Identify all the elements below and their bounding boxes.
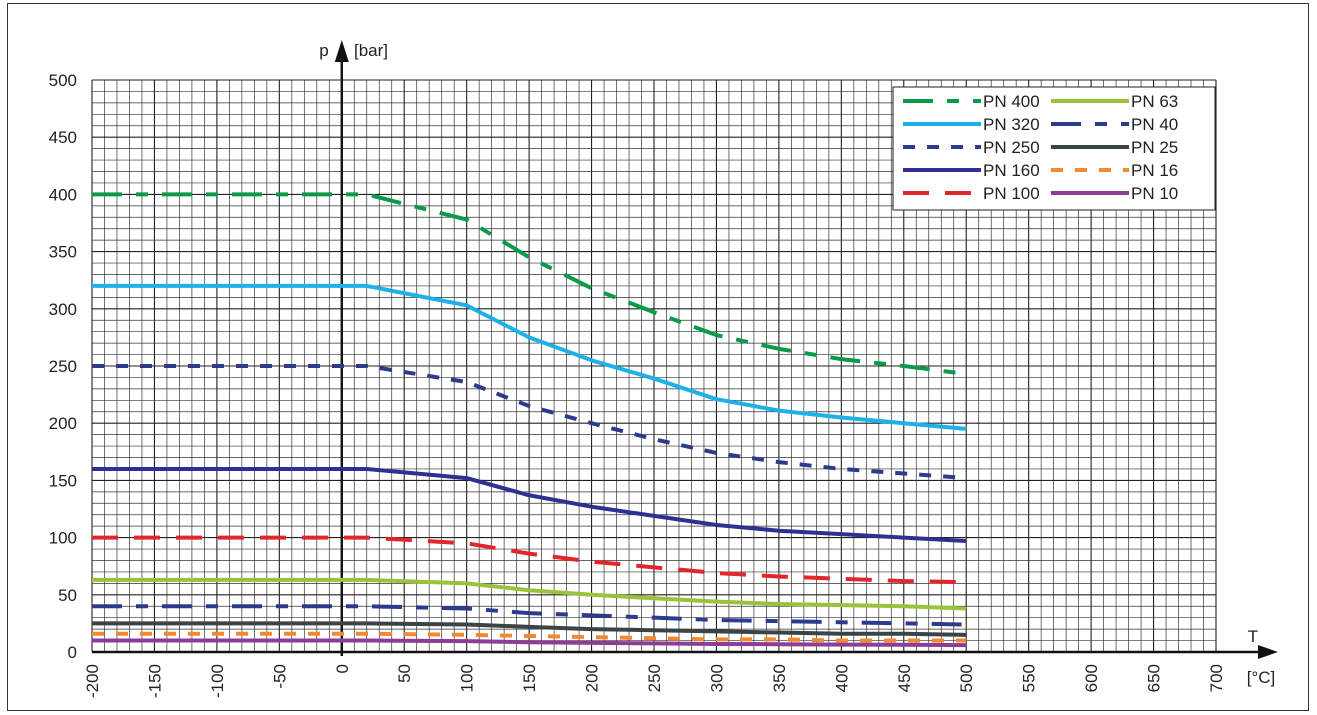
x-tick-label: -200 [83, 664, 102, 698]
x-tick-label: 50 [395, 664, 414, 683]
y-tick-label: 450 [49, 128, 77, 147]
y-tick-label: 100 [49, 529, 77, 548]
series-line-pn-250 [92, 364, 967, 481]
x-tick-label: 700 [1207, 664, 1226, 692]
x-tick-label: 350 [770, 664, 789, 692]
legend-label: PN 250 [983, 138, 1040, 157]
legend-label: PN 25 [1131, 138, 1178, 157]
x-tick-label: 500 [957, 664, 976, 692]
x-tick-label: 100 [458, 664, 477, 692]
series-line-pn-320 [92, 283, 967, 431]
y-axis-label: p [319, 41, 328, 60]
series-line-pn-16 [92, 631, 967, 643]
legend-label: PN 63 [1131, 92, 1178, 111]
y-tick-label: 200 [49, 414, 77, 433]
y-tick-label: 0 [68, 643, 77, 662]
y-tick-label: 300 [49, 300, 77, 319]
x-tick-label: -100 [208, 664, 227, 698]
x-tick-label: 650 [1145, 664, 1164, 692]
series-line-pn-63 [92, 577, 967, 611]
legend-label: PN 40 [1131, 115, 1178, 134]
x-tick-label: 600 [1082, 664, 1101, 692]
x-tick-label: 0 [333, 664, 352, 673]
series-line-pn-400 [92, 192, 967, 376]
legend-label: PN 10 [1131, 184, 1178, 203]
legend-label: PN 100 [983, 184, 1040, 203]
x-tick-label: 450 [895, 664, 914, 692]
y-tick-label: 250 [49, 357, 77, 376]
series-line-pn-40 [92, 604, 967, 627]
x-axis-label: T [1248, 627, 1258, 646]
x-tick-label: -50 [270, 664, 289, 689]
y-axis-unit: [bar] [354, 41, 388, 60]
series-line-pn-160 [92, 466, 967, 544]
y-tick-label: 350 [49, 243, 77, 262]
x-tick-label: 550 [1020, 664, 1039, 692]
axes [92, 40, 1278, 659]
x-tick-label: 300 [707, 664, 726, 692]
x-tick-label: 250 [645, 664, 664, 692]
series-line-pn-10 [92, 638, 967, 648]
legend-label: PN 160 [983, 161, 1040, 180]
series-line-pn-100 [92, 535, 967, 585]
x-axis-arrow [1258, 645, 1278, 659]
y-tick-label: 400 [49, 185, 77, 204]
y-tick-label: 50 [58, 586, 77, 605]
legend-label: PN 400 [983, 92, 1040, 111]
series-line-pn-25 [92, 621, 967, 637]
x-tick-label: 150 [520, 664, 539, 692]
x-axis-unit: [°C] [1247, 668, 1276, 687]
series-lines [92, 192, 967, 648]
legend-label: PN 16 [1131, 161, 1178, 180]
x-tick-label: -150 [145, 664, 164, 698]
y-tick-label: 150 [49, 471, 77, 490]
y-axis-arrow [334, 40, 349, 62]
x-tick-label: 400 [832, 664, 851, 692]
legend-label: PN 320 [983, 115, 1040, 134]
x-tick-label: 200 [583, 664, 602, 692]
y-tick-label: 500 [49, 71, 77, 90]
legend: PN 400 PN 320 PN 250 PN 160 PN 100 PN 63 PN 40… [892, 86, 1216, 211]
